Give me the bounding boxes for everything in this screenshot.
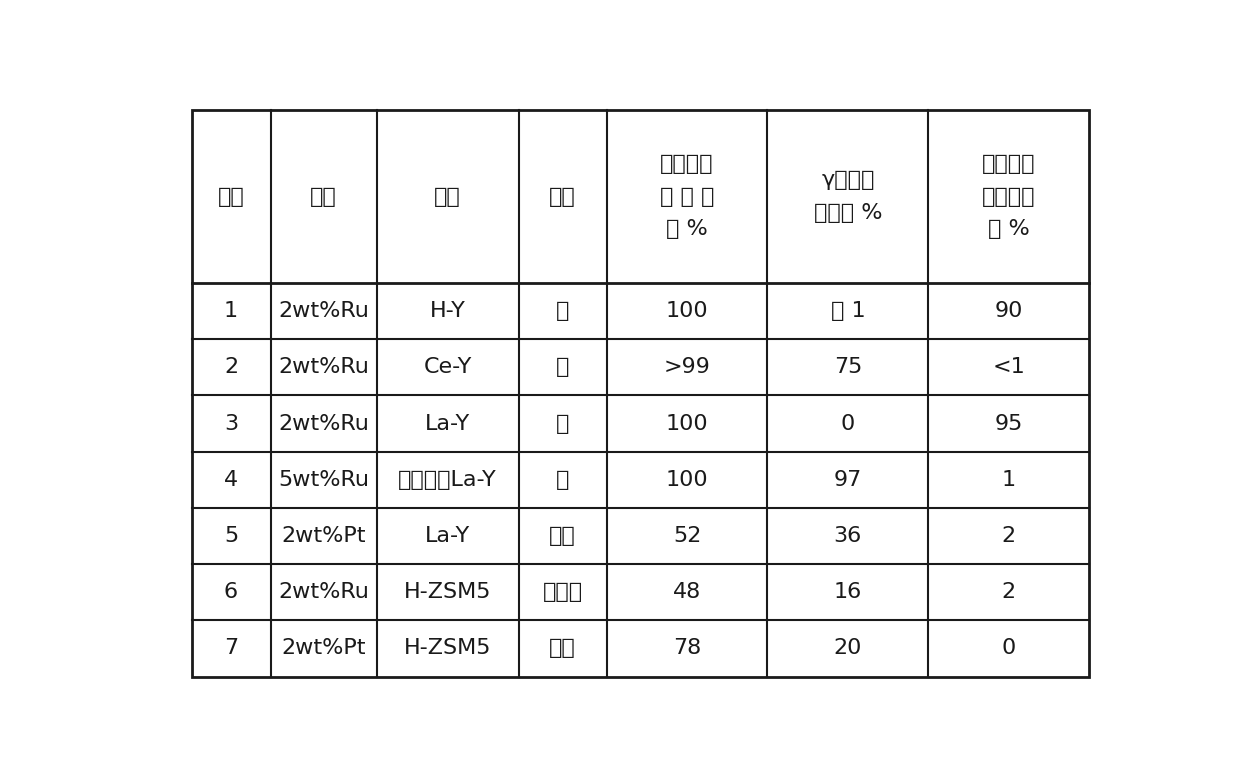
Text: 无: 无 xyxy=(556,358,569,377)
Text: 活性炭、La-Y: 活性炭、La-Y xyxy=(398,470,497,490)
Text: 97: 97 xyxy=(833,470,862,490)
Text: 3: 3 xyxy=(224,414,238,434)
Text: 1: 1 xyxy=(1002,470,1016,490)
Text: 2wt%Ru: 2wt%Ru xyxy=(278,582,370,602)
Text: 2: 2 xyxy=(1002,582,1016,602)
Text: <1: <1 xyxy=(992,358,1025,377)
Text: H-ZSM5: H-ZSM5 xyxy=(404,639,491,658)
Text: γ－戊内
酯收率 %: γ－戊内 酯收率 % xyxy=(813,171,882,223)
Text: H-ZSM5: H-ZSM5 xyxy=(404,582,491,602)
Text: 乙酰丙酸
酯 转 化
率 %: 乙酰丙酸 酯 转 化 率 % xyxy=(660,153,714,239)
Text: 异丙醇: 异丙醇 xyxy=(543,582,583,602)
Text: 4: 4 xyxy=(224,470,238,490)
Text: 戊酸＋戊
酸酯总收
率 %: 戊酸＋戊 酸酯总收 率 % xyxy=(982,153,1035,239)
Text: 0: 0 xyxy=(1002,639,1016,658)
Text: 0: 0 xyxy=(841,414,854,434)
Text: 无: 无 xyxy=(556,470,569,490)
Text: 5wt%Ru: 5wt%Ru xyxy=(278,470,370,490)
Text: 溶剂: 溶剂 xyxy=(549,187,575,206)
Text: 20: 20 xyxy=(833,639,862,658)
Text: 2wt%Ru: 2wt%Ru xyxy=(278,414,370,434)
Text: 5: 5 xyxy=(224,526,238,546)
Text: 100: 100 xyxy=(666,414,708,434)
Text: 48: 48 xyxy=(673,582,701,602)
Text: H-Y: H-Y xyxy=(429,301,465,321)
Text: ＜ 1: ＜ 1 xyxy=(831,301,866,321)
Text: 无: 无 xyxy=(556,414,569,434)
Text: 2wt%Ru: 2wt%Ru xyxy=(278,301,370,321)
Text: 100: 100 xyxy=(666,470,708,490)
Text: 实验: 实验 xyxy=(218,187,244,206)
Text: 2wt%Ru: 2wt%Ru xyxy=(278,358,370,377)
Text: 乙醇: 乙醇 xyxy=(549,639,575,658)
Text: La-Y: La-Y xyxy=(425,526,470,546)
Text: 2wt%Pt: 2wt%Pt xyxy=(281,526,366,546)
Text: Ce-Y: Ce-Y xyxy=(423,358,471,377)
Text: 90: 90 xyxy=(994,301,1023,321)
Text: 7: 7 xyxy=(224,639,238,658)
Text: 95: 95 xyxy=(994,414,1023,434)
Text: 金属: 金属 xyxy=(310,187,337,206)
Text: La-Y: La-Y xyxy=(425,414,470,434)
Text: 6: 6 xyxy=(224,582,238,602)
Text: 2: 2 xyxy=(1002,526,1016,546)
Text: 2wt%Pt: 2wt%Pt xyxy=(281,639,366,658)
Text: 36: 36 xyxy=(833,526,862,546)
Text: 无: 无 xyxy=(556,301,569,321)
Text: 载体: 载体 xyxy=(434,187,461,206)
Text: 16: 16 xyxy=(833,582,862,602)
Text: 1: 1 xyxy=(224,301,238,321)
Text: 2: 2 xyxy=(224,358,238,377)
Text: >99: >99 xyxy=(663,358,711,377)
Text: 100: 100 xyxy=(666,301,708,321)
Text: 78: 78 xyxy=(673,639,701,658)
Text: 52: 52 xyxy=(673,526,701,546)
Text: 乙醇: 乙醇 xyxy=(549,526,575,546)
Text: 75: 75 xyxy=(833,358,862,377)
